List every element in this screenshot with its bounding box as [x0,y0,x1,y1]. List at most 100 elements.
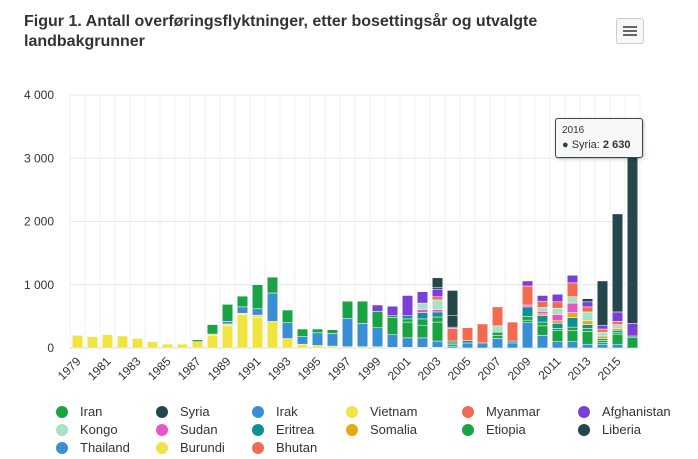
bar-segment-iran [582,331,593,345]
bar-segment-iran [537,325,548,336]
legend-item-iran[interactable]: Iran [56,404,102,419]
bar-segment-iran [432,321,443,342]
bar-segment-vietnam [132,338,143,349]
bar-segment-eritrea [597,338,608,341]
bar-segment-syria [432,277,443,288]
bar-segment-irak [342,318,353,347]
legend-item-thailand[interactable]: Thailand [56,440,130,455]
bar-segment-vietnam [237,314,248,349]
bar-segment-iran [597,342,608,345]
bar-segment-eritrea [507,340,518,344]
bar-segment-iran [612,333,623,345]
bar-segment-irak [432,340,443,348]
bar-segment-eritrea [432,311,443,318]
bar-segment-irak [282,322,293,339]
x-tick-label: 1983 [115,354,144,383]
bar-segment-vietnam [297,343,308,349]
bar-segment-iran [297,328,308,337]
bar-segment-vietnam [222,325,233,349]
bar-segment-irak [402,337,413,348]
x-tick-label: 1985 [145,354,174,383]
bar-segment-eritrea [567,317,578,328]
x-tick-label: 2001 [385,354,414,383]
bar-segment-eritrea [537,315,548,323]
bar-segment-irak [462,342,473,349]
bar-segment-somalia [552,320,563,324]
bar-segment-myanmar [552,301,563,309]
x-tick-label: 2013 [565,354,594,383]
chart-menu-button[interactable] [616,18,644,44]
bar-segment-afghanistan [612,311,623,322]
legend-item-burundi[interactable]: Burundi [156,440,225,455]
legend-marker-icon [462,423,474,436]
bar-segment-iran [627,336,638,349]
bar-segment-irak [417,337,428,348]
bar-segment-irak [477,342,488,349]
bar-segment-myanmar [582,306,593,313]
legend-item-syria[interactable]: Syria [156,404,210,419]
legend-marker-icon [56,423,68,436]
legend-item-somalia[interactable]: Somalia [346,422,417,437]
bar-segment-eritrea [447,340,458,344]
x-tick-label: 1995 [295,354,324,383]
bar-segment-iran [387,317,398,335]
x-tick-label: 1993 [265,354,294,383]
bar-segment-sudan [417,309,428,313]
bar-segment-kongo [492,325,503,333]
legend-item-bhutan[interactable]: Bhutan [252,440,317,455]
bar-segment-etiopia [402,318,413,323]
bar-segment-etiopia [597,340,608,343]
bar-segment-iran [522,319,533,323]
legend-label: Somalia [370,422,417,437]
bar-segment-vietnam [72,335,83,349]
hamburger-icon-line-2 [623,30,637,32]
tooltip-series-dot: ● [562,139,569,151]
legend-item-vietnam[interactable]: Vietnam [346,404,417,419]
bar-segment-kongo [612,324,623,329]
bar-segment-vietnam [117,335,128,349]
bar-segment-irak [252,308,263,316]
y-tick-label: 2 000 [24,215,54,229]
legend-marker-icon [462,405,474,418]
legend-label: Afghanistan [602,404,671,419]
bar-segment-iran [567,330,578,342]
y-tick-label: 0 [47,341,54,355]
bar-segment-afghanistan [402,295,413,316]
bar-segment-myanmar [477,323,488,344]
legend-item-myanmar[interactable]: Myanmar [462,404,540,419]
legend-marker-icon [156,441,168,454]
legend-label: Burundi [180,440,225,455]
bar-segment-sudan [567,302,578,313]
bar-segment-irak [552,341,563,349]
legend-item-etiopia[interactable]: Etiopia [462,422,526,437]
bar-segment-kongo [582,311,593,322]
legend-marker-icon [156,405,168,418]
legend-item-sudan[interactable]: Sudan [156,422,218,437]
bar-segment-irak [222,321,233,325]
bar-segment-irak [237,306,248,314]
legend-item-liberia[interactable]: Liberia [578,422,641,437]
bar-segment-vietnam [282,338,293,349]
bar-segment-afghanistan [417,291,428,304]
bar-segment-kongo [417,302,428,310]
legend-item-irak[interactable]: Irak [252,404,298,419]
legend-label: Vietnam [370,404,418,419]
bar-segment-afghanistan [522,280,533,287]
bar-segment-kongo [537,307,548,312]
legend-item-kongo[interactable]: Kongo [56,422,118,437]
bar-segment-syria [627,156,638,324]
legend-marker-icon [252,423,264,436]
bar-segment-iran [552,330,563,342]
bar-segment-irak [492,338,503,349]
legend-label: Kongo [80,422,118,437]
bar-segment-myanmar [447,328,458,342]
bar-segment-etiopia [387,315,398,318]
bar-segment-etiopia [612,331,623,335]
legend-item-afghanistan[interactable]: Afghanistan [578,404,671,419]
bar-segment-iran [312,328,323,334]
legend-item-eritrea[interactable]: Eritrea [252,422,314,437]
bar-segment-eritrea [402,315,413,320]
bar-segment-sudan [552,314,563,322]
bar-segment-afghanistan [387,306,398,316]
